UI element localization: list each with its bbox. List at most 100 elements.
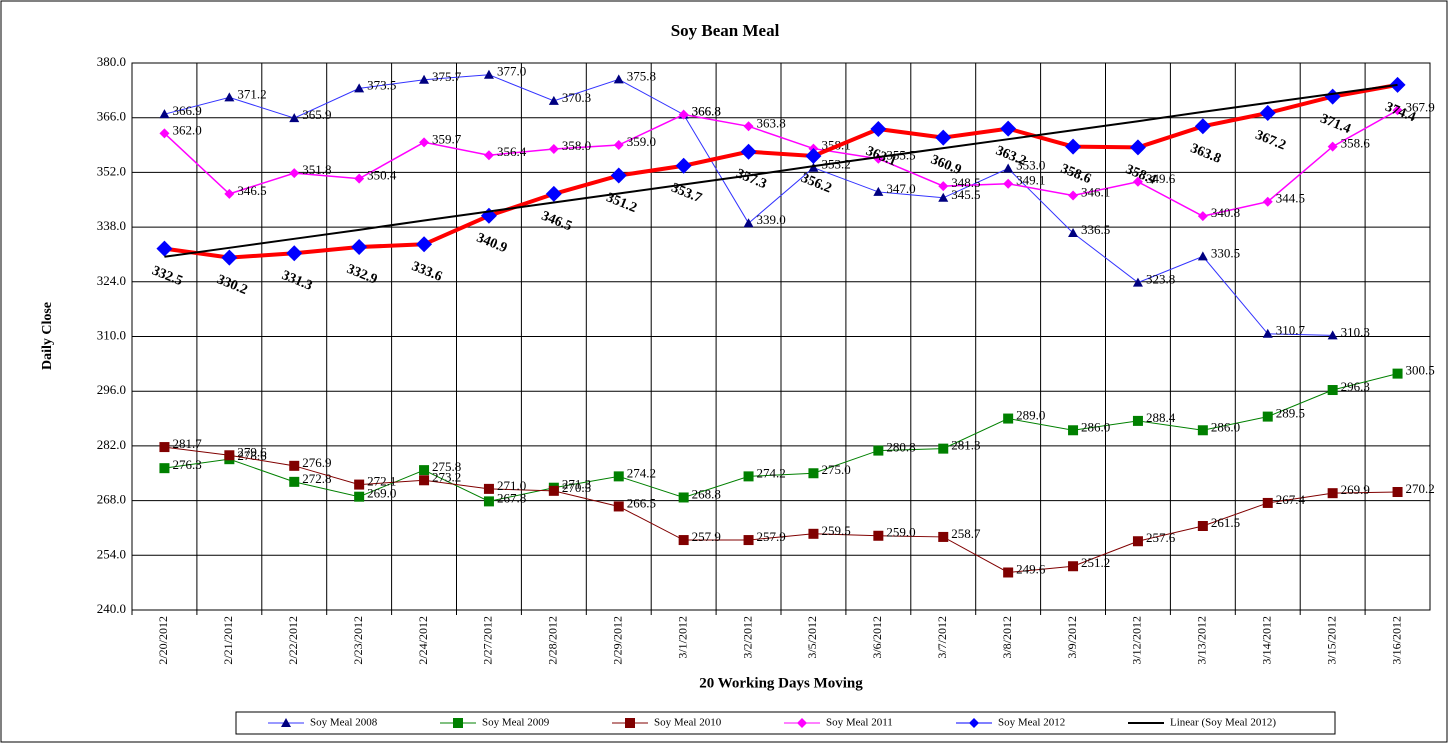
- data-label: 356.4: [497, 144, 527, 159]
- data-label: 353.2: [821, 157, 850, 172]
- series-line: [164, 82, 1398, 260]
- data-label: 270.2: [1406, 481, 1435, 496]
- data-label: 289.0: [1016, 408, 1045, 423]
- x-tick-label: 3/15/2012: [1324, 616, 1338, 665]
- marker: [808, 162, 819, 172]
- marker: [1003, 163, 1014, 173]
- data-label: 269.9: [1341, 482, 1370, 497]
- x-tick-label: 3/9/2012: [1065, 616, 1079, 659]
- marker: [613, 501, 624, 512]
- data-label: 346.5: [237, 183, 266, 198]
- data-label: 377.0: [497, 64, 526, 79]
- marker: [678, 535, 689, 546]
- marker: [1197, 425, 1208, 436]
- marker: [678, 109, 689, 120]
- data-label: 351.8: [302, 162, 331, 177]
- marker: [938, 531, 949, 542]
- marker: [870, 121, 887, 138]
- marker: [1392, 368, 1403, 379]
- marker: [1327, 141, 1338, 152]
- y-tick-label: 254.0: [97, 546, 126, 561]
- data-label: 276.9: [302, 455, 331, 470]
- x-tick-label: 3/7/2012: [935, 616, 949, 659]
- x-tick-label: 2/23/2012: [351, 616, 365, 665]
- marker: [1197, 520, 1208, 531]
- series-line: [164, 373, 1398, 502]
- y-tick-label: 352.0: [97, 163, 126, 178]
- marker: [797, 718, 807, 728]
- marker: [1065, 138, 1082, 155]
- x-tick-label: 3/13/2012: [1195, 616, 1209, 665]
- data-label: 278.6: [237, 448, 267, 463]
- data-label: 330.5: [1211, 245, 1240, 260]
- x-tick-label: 3/8/2012: [1000, 616, 1014, 659]
- marker: [548, 143, 559, 154]
- marker: [873, 445, 884, 456]
- marker: [1197, 251, 1208, 261]
- data-label: 266.5: [627, 495, 656, 510]
- data-label: 353.0: [1016, 157, 1045, 172]
- data-label: 365.9: [302, 107, 331, 122]
- x-tick-label: 2/29/2012: [611, 616, 625, 665]
- y-tick-label: 310.0: [97, 327, 126, 342]
- marker: [1262, 328, 1273, 338]
- data-label: 274.2: [757, 465, 786, 480]
- data-label: 375.8: [627, 68, 656, 83]
- legend-label: Soy Meal 2011: [826, 717, 893, 729]
- data-label: 359.7: [432, 131, 462, 146]
- marker: [740, 143, 757, 160]
- data-label: 271.3: [562, 477, 591, 492]
- data-label: 275.8: [432, 459, 461, 474]
- marker: [289, 476, 300, 487]
- data-label: 359.0: [627, 134, 656, 149]
- x-tick-label: 2/21/2012: [221, 616, 235, 665]
- marker: [1392, 105, 1403, 116]
- marker: [419, 475, 430, 486]
- data-label: 344.5: [1276, 191, 1305, 206]
- data-label: 269.0: [367, 486, 396, 501]
- data-label: 257.6: [1146, 530, 1176, 545]
- data-label: 281.3: [951, 438, 980, 453]
- data-label: 375.7: [432, 69, 462, 84]
- data-label: 370.3: [562, 90, 591, 105]
- marker: [808, 468, 819, 479]
- data-label: 289.5: [1276, 406, 1305, 421]
- legend-label: Soy Meal 2012: [998, 717, 1065, 729]
- marker: [221, 249, 238, 266]
- marker: [1132, 536, 1143, 547]
- x-axis-title: 20 Working Days Moving: [699, 675, 863, 691]
- marker: [289, 460, 300, 471]
- marker: [675, 157, 692, 174]
- x-tick-label: 2/22/2012: [286, 616, 300, 665]
- marker: [281, 718, 291, 727]
- data-label: 310.3: [1341, 324, 1370, 339]
- marker: [545, 185, 562, 202]
- data-label: 286.0: [1211, 419, 1240, 434]
- x-tick-label: 3/16/2012: [1389, 616, 1403, 665]
- marker: [1000, 120, 1017, 137]
- marker: [743, 218, 754, 228]
- data-label: 348.5: [951, 175, 980, 190]
- marker: [354, 173, 365, 184]
- marker: [548, 485, 559, 496]
- marker: [354, 491, 365, 502]
- marker: [224, 450, 235, 461]
- marker: [1262, 497, 1273, 508]
- marker: [873, 186, 884, 196]
- marker: [286, 245, 303, 262]
- data-label: 274.2: [627, 465, 656, 480]
- marker: [159, 442, 170, 453]
- data-label: 366.9: [172, 103, 201, 118]
- data-label: 350.4: [367, 168, 397, 183]
- data-label: 249.6: [1016, 561, 1046, 576]
- marker: [1197, 211, 1208, 222]
- data-label: 358.0: [562, 138, 591, 153]
- data-label: 367.9: [1406, 99, 1435, 114]
- marker: [610, 167, 627, 184]
- data-label: 272.8: [302, 471, 331, 486]
- marker: [1003, 178, 1014, 189]
- data-label: 310.7: [1276, 323, 1306, 338]
- data-label: 366.8: [692, 104, 721, 119]
- x-tick-label: 2/20/2012: [156, 616, 170, 665]
